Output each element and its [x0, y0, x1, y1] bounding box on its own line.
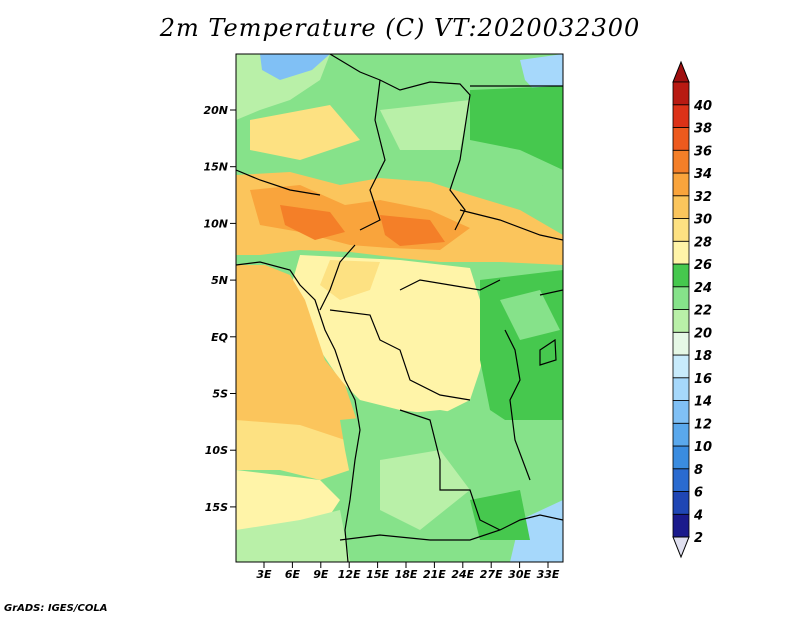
colorbar-label: 24 [694, 281, 712, 296]
lat-label: 10N [203, 217, 228, 230]
colorbar-swatch [672, 286, 690, 310]
lon-label: 33E [537, 568, 560, 581]
temperature-field [236, 54, 563, 562]
colorbar-swatch [672, 354, 690, 379]
colorbar-swatch [672, 309, 690, 333]
colorbar-swatch [672, 149, 690, 174]
lat-label: 15N [203, 161, 228, 174]
colorbar-swatch [672, 377, 690, 401]
colorbar-swatch [672, 491, 690, 515]
colorbar-swatch [672, 513, 690, 538]
colorbar-swatch [672, 445, 690, 470]
lon-label: 3E [256, 568, 272, 581]
colorbar-label: 6 [694, 486, 703, 501]
country-borders [236, 54, 563, 562]
colorbar-label: 38 [694, 122, 712, 137]
lon-label: 24E [451, 568, 474, 581]
lon-label: 18E [395, 568, 418, 581]
colorbar-swatch [672, 104, 690, 128]
colorbar-label: 40 [693, 99, 712, 114]
lat-label: 5S [212, 388, 228, 401]
latitude-axis: 20N 15N 10N 5N EQ 5S 10S 15S [203, 104, 236, 514]
lon-label: 9E [313, 568, 329, 581]
colorbar-label: 18 [694, 349, 712, 364]
longitude-axis: 3E 6E 9E 12E 15E 18E 21E 24E 27E 30E 33E [256, 562, 560, 581]
colorbar-swatch [672, 81, 690, 106]
grads-credit: GrADS: IGES/COLA [4, 603, 108, 614]
lat-label: EQ [211, 331, 228, 344]
colorbar-label: 10 [694, 440, 712, 455]
colorbar-label: 14 [694, 395, 712, 410]
colorbar-swatch [672, 400, 690, 424]
colorbar-swatch [672, 468, 690, 492]
colorbar-label: 8 [694, 463, 703, 478]
lon-label: 30E [508, 568, 531, 581]
lon-label: 21E [423, 568, 446, 581]
colorbar-label: 32 [694, 190, 712, 205]
colorbar-swatch [672, 172, 690, 197]
lat-label: 20N [203, 104, 228, 117]
colorbar-label: 30 [694, 213, 712, 228]
colorbar-label: 34 [694, 167, 712, 182]
colorbar-swatch [672, 127, 690, 151]
colorbar-label: 20 [694, 326, 712, 341]
lat-label: 5N [211, 274, 228, 287]
lon-label: 15E [366, 568, 389, 581]
colorbar-swatch [672, 422, 690, 447]
colorbar-low-cap [672, 536, 690, 559]
map-frame [235, 53, 564, 563]
colorbar-swatch [672, 240, 690, 265]
colorbar-swatch [672, 195, 690, 219]
colorbar-label: 16 [694, 372, 712, 387]
colorbar-label: 22 [694, 304, 712, 319]
lon-label: 12E [338, 568, 361, 581]
colorbar-high-cap [672, 60, 690, 83]
colorbar-label: 28 [694, 235, 712, 250]
lat-label: 15S [205, 501, 228, 514]
colorbar-label: 2 [694, 531, 703, 546]
lat-label: 10S [205, 444, 228, 457]
lon-label: 6E [285, 568, 301, 581]
map-title: 2m Temperature (C) VT:2020032300 [159, 14, 641, 42]
colorbar-swatch [672, 218, 690, 242]
colorbar-swatch [672, 263, 690, 288]
colorbar-label: 4 [693, 508, 703, 523]
colorbar-label: 36 [694, 144, 712, 159]
colorbar-label: 12 [694, 417, 712, 432]
lon-label: 27E [480, 568, 503, 581]
colorbar-label: 26 [694, 258, 712, 273]
colorbar-swatch [672, 331, 690, 356]
